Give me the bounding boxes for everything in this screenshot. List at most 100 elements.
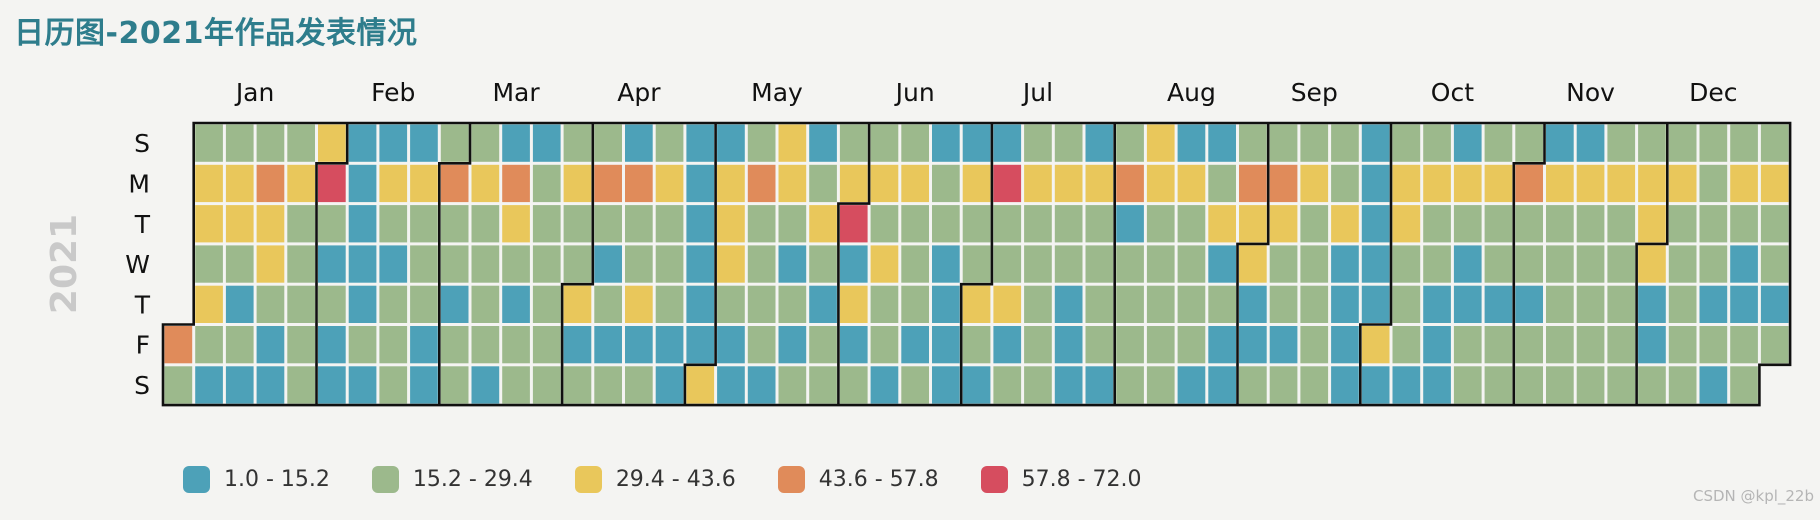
day-cell [318, 326, 346, 364]
day-cell [962, 326, 991, 364]
day-cell [1699, 164, 1728, 203]
day-cell [256, 326, 285, 364]
month-label-Jan: Jan [234, 78, 275, 107]
day-cell [471, 245, 500, 283]
day-cell [1484, 245, 1513, 283]
day-cell [1546, 124, 1574, 162]
day-cell [1638, 205, 1666, 243]
day-cell [1638, 245, 1666, 283]
day-cell [1699, 124, 1728, 162]
day-cell [809, 164, 837, 203]
day-cell [379, 366, 408, 404]
day-cell [1484, 366, 1513, 404]
day-cell [932, 366, 960, 404]
day-cell [870, 366, 899, 404]
day-cell [1116, 326, 1144, 364]
day-cell [839, 245, 868, 283]
day-cell [901, 164, 929, 203]
day-cell [195, 124, 223, 162]
day-cell [1300, 164, 1329, 203]
day-cell [932, 285, 960, 323]
month-label-Jun: Jun [894, 78, 935, 107]
day-cell [1730, 245, 1758, 283]
day-cell [379, 245, 408, 283]
day-cell [839, 285, 868, 323]
day-cell [932, 205, 960, 243]
day-cell [870, 124, 899, 162]
day-cell [1730, 285, 1758, 323]
day-cell [1269, 285, 1298, 323]
day-cell [1331, 285, 1359, 323]
day-cell [1453, 326, 1482, 364]
day-cell [839, 164, 868, 203]
day-cell [1024, 326, 1052, 364]
day-cell [901, 285, 929, 323]
day-cell [440, 285, 469, 323]
day-cell [1515, 245, 1543, 283]
day-cell [1423, 285, 1451, 323]
day-cell [563, 205, 592, 243]
day-cell [1361, 326, 1390, 364]
day-cell [1116, 285, 1144, 323]
day-cell [1576, 205, 1605, 243]
legend: 1.0 - 15.2 15.2 - 29.4 29.4 - 43.6 43.6 - 5… [183, 466, 1142, 493]
day-cell [502, 326, 530, 364]
day-cell [225, 285, 254, 323]
weekday-label-4: T [134, 290, 151, 319]
day-cell [778, 366, 807, 404]
day-cell [1730, 326, 1758, 364]
day-cell [747, 164, 776, 203]
day-cell [1576, 124, 1605, 162]
day-cell [1208, 366, 1236, 404]
day-cell [1331, 205, 1359, 243]
day-cell [717, 205, 745, 243]
day-cell [747, 366, 776, 404]
day-cell [348, 124, 377, 162]
day-cell [1239, 366, 1267, 404]
day-cell [440, 124, 469, 162]
day-cell [686, 285, 715, 323]
day-cell [901, 205, 929, 243]
day-cell [686, 124, 715, 162]
day-cell [717, 124, 745, 162]
day-cell [1668, 205, 1697, 243]
day-cell [195, 366, 223, 404]
day-cell [1515, 326, 1543, 364]
day-cell [256, 245, 285, 283]
day-cell [1607, 326, 1636, 364]
day-cell [1116, 366, 1144, 404]
day-cell [1392, 205, 1421, 243]
day-cell [287, 366, 315, 404]
day-cell [1300, 366, 1329, 404]
day-cell [901, 366, 929, 404]
day-cell [1331, 326, 1359, 364]
day-cell [594, 326, 622, 364]
day-cell [1054, 245, 1083, 283]
day-cell [1760, 164, 1789, 203]
day-cell [1239, 285, 1267, 323]
day-cell [1668, 245, 1697, 283]
day-cell [1177, 285, 1206, 323]
day-cell [1392, 285, 1421, 323]
day-cell [502, 164, 530, 203]
day-cell [1331, 245, 1359, 283]
day-cell [502, 366, 530, 404]
day-cell [410, 326, 438, 364]
day-cell [1054, 366, 1083, 404]
day-cell [410, 124, 438, 162]
day-cell [1269, 245, 1298, 283]
day-cell [164, 326, 193, 364]
day-cell [1760, 285, 1789, 323]
day-cell [348, 326, 377, 364]
day-cell [471, 205, 500, 243]
day-cell [1208, 326, 1236, 364]
day-cell [1054, 285, 1083, 323]
day-cell [1146, 164, 1175, 203]
day-cell [1269, 124, 1298, 162]
day-cell [932, 164, 960, 203]
day-cell [1638, 164, 1666, 203]
day-cell [287, 164, 315, 203]
day-cell [1699, 245, 1728, 283]
day-cell [1668, 285, 1697, 323]
day-cell [348, 366, 377, 404]
